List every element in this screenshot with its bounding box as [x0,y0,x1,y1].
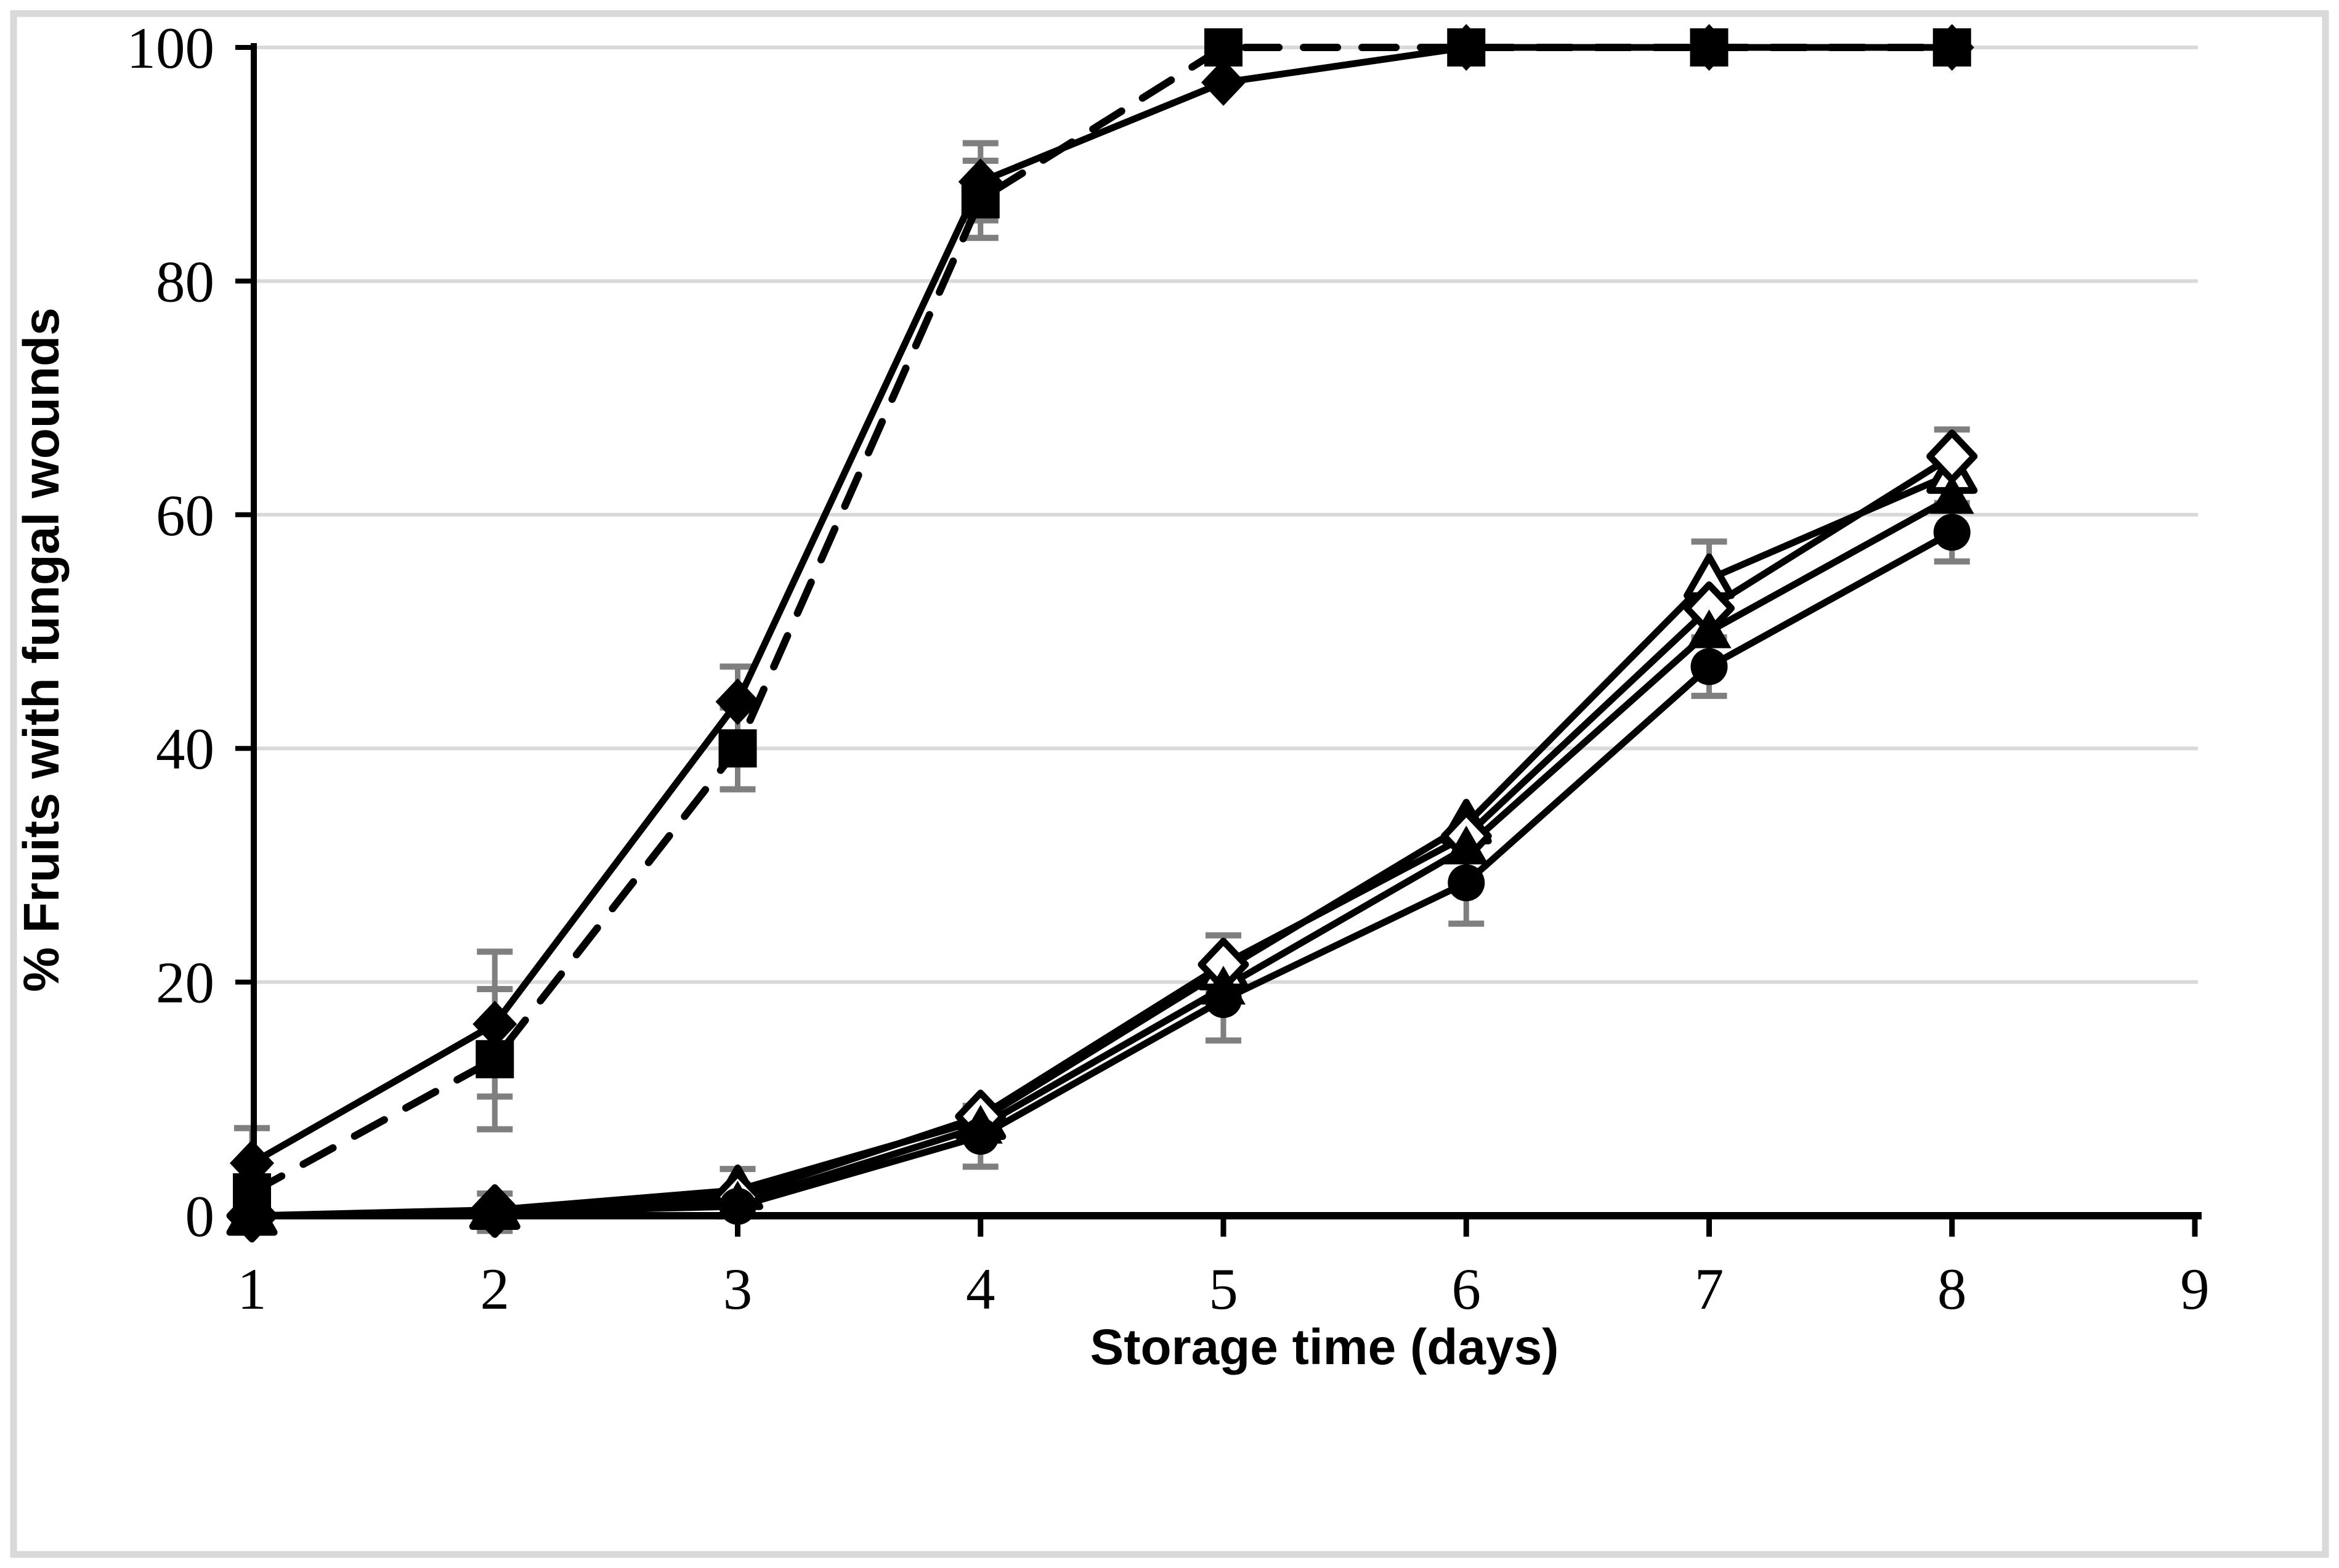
marker-closed-triangle-solid-day6 [1444,825,1489,865]
y-tick-label-60: 60 [156,483,214,548]
line-closed-circle-solid [248,528,1956,1219]
marker-closed-circle-solid-day6 [1448,864,1485,902]
x-tick-label-8: 8 [1937,1256,1967,1322]
marker-closed-circle-solid-day5 [1205,981,1242,1019]
y-tick-label-0: 0 [185,1184,215,1249]
marker-closed-diamond-solid-day3 [715,678,760,725]
x-tick-label-3: 3 [723,1256,753,1322]
series-lines [248,44,1956,1219]
marker-closed-square-dashed-day3 [718,729,757,768]
marker-closed-circle-solid-day2 [476,1194,514,1231]
marker-closed-square-dashed-day7 [1690,28,1729,67]
marker-closed-square-dashed-day2 [476,1040,514,1078]
x-axis-title: Storage time (days) [1090,1319,1559,1375]
marker-closed-square-dashed-day4 [961,180,1000,219]
marker-closed-triangle-solid-day7 [1687,609,1732,649]
marker-closed-diamond-solid-day5 [1201,59,1246,106]
y-axis-title: % Fruits with fungal wounds [14,307,70,992]
line-closed-square-dashed [248,44,1956,1197]
x-tick-label-9: 9 [2180,1256,2210,1322]
x-tick-label-1: 1 [237,1256,267,1322]
x-tick-label-7: 7 [1695,1256,1724,1322]
gridlines [254,46,2198,984]
marker-closed-circle-solid-day1 [233,1197,270,1234]
marker-closed-square-dashed-day6 [1447,28,1486,67]
marker-closed-diamond-solid-day2 [472,1000,517,1048]
marker-closed-circle-solid-day3 [719,1187,756,1225]
axes [235,43,2202,1237]
marker-closed-circle-solid-day4 [962,1118,999,1155]
marker-closed-circle-solid-day8 [1933,514,1971,551]
tick-labels: 0 20 40 60 80 100 1 2 3 4 5 6 7 8 9 [127,15,2210,1322]
x-tick-label-4: 4 [966,1256,995,1322]
marker-closed-circle-solid-day7 [1690,648,1728,685]
x-tick-label-5: 5 [1209,1256,1238,1322]
marker-closed-triangle-solid-day8 [1929,475,1974,514]
line-open-diamond-solid [248,453,1956,1219]
marker-closed-square-dashed-day5 [1204,28,1242,67]
y-tick-label-80: 80 [156,249,214,314]
y-tick-label-40: 40 [156,716,214,782]
x-tick-label-6: 6 [1452,1256,1482,1322]
marker-closed-square-dashed-day8 [1932,28,1971,67]
y-tick-label-100: 100 [127,15,215,81]
y-tick-label-20: 20 [156,950,214,1016]
x-tick-label-2: 2 [480,1256,510,1322]
figure-border [10,10,2329,1558]
figure-border-rect [10,10,2329,1558]
series-markers [226,24,1978,1243]
